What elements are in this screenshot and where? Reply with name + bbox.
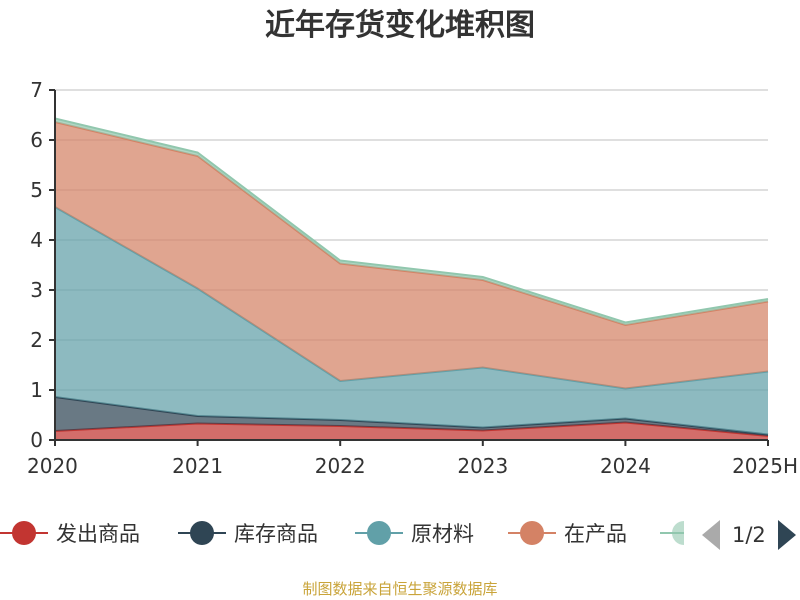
x-tick-label: 2022 [315,454,366,478]
x-tick-label: 2025H [732,454,798,478]
legend-item[interactable]: 在产品 [508,510,627,556]
chart-title: 近年存货变化堆积图 [265,8,535,43]
legend-label: 发出商品 [56,522,140,546]
x-tick-label: 2023 [457,454,508,478]
legend-label: 原材料 [411,522,474,546]
x-tick-labels: 2020 2021 2022 2023 2024 2025H [27,454,798,478]
x-tick-label: 2024 [600,454,651,478]
legend-label: 库存商品 [234,522,318,546]
legend-marker-icon [355,521,403,545]
y-tick-label: 0 [30,428,43,452]
series-line-4 [54,117,769,324]
legend-prev-icon[interactable] [702,520,720,550]
legend-marker-icon [178,521,226,545]
y-tick-label: 7 [30,78,43,102]
legend-item[interactable] [660,510,684,556]
y-tick-label: 4 [30,228,43,252]
area-series-3 [55,122,768,389]
legend-label: 在产品 [564,522,627,546]
x-tick-label: 2020 [27,454,78,478]
axes [49,89,769,446]
legend-marker-icon [660,521,684,545]
area-series-0 [55,422,768,440]
legend-marker-icon [508,521,556,545]
y-tick-label: 3 [30,278,43,302]
legend-marker-icon [0,521,48,545]
legend-pager: 1/2 [702,517,796,553]
stacked-areas [54,117,769,440]
y-tick-label: 1 [30,378,43,402]
legend-next-icon[interactable] [777,520,796,550]
legend-item[interactable]: 库存商品 [178,510,318,556]
y-tick-label: 2 [30,328,43,352]
y-tick-label: 5 [30,178,43,202]
y-tick-labels: 0 1 2 3 4 5 6 7 [30,78,43,452]
legend-page-indicator: 1/2 [732,523,766,547]
legend-item[interactable]: 发出商品 [0,510,140,556]
legend: 发出商品 库存商品 原材料 在产品 [0,510,800,556]
y-tick-label: 6 [30,128,43,152]
source-note: 制图数据来自恒生聚源数据库 [302,580,498,598]
x-tick-label: 2021 [172,454,223,478]
legend-item[interactable]: 原材料 [355,510,474,556]
area-series-2 [55,207,768,435]
